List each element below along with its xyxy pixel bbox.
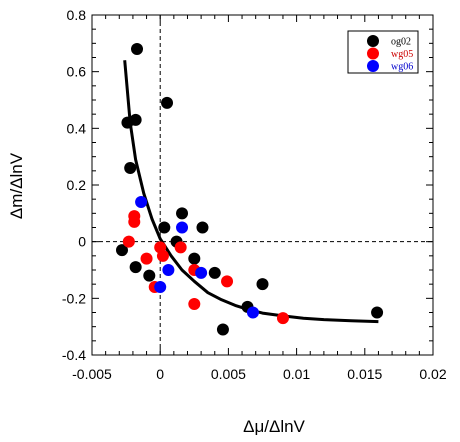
data-point-og02 (256, 278, 269, 291)
data-point-wg05 (221, 275, 234, 288)
fit-curve (123, 60, 379, 324)
data-point-wg05 (128, 215, 141, 228)
x-tick-label: -0.005 (72, 366, 112, 382)
data-point-og02 (176, 207, 189, 220)
data-point-wg05 (188, 298, 201, 310)
data-point-wg05 (276, 312, 289, 325)
data-point-og02 (124, 162, 137, 174)
x-tick-label: 0.005 (211, 366, 246, 382)
data-point-og02 (208, 266, 221, 279)
x-tick-label: 0.02 (419, 366, 446, 382)
y-axis-title: Δm/ΔlnV (7, 152, 26, 219)
series-og02 (116, 43, 384, 336)
y-tick-label: 0.6 (67, 64, 87, 80)
data-point-og02 (116, 244, 129, 257)
data-point-og02 (143, 269, 156, 282)
y-tick-label: 0.4 (67, 120, 87, 136)
legend-box (347, 30, 419, 74)
data-point-wg06 (246, 306, 259, 319)
data-point-wg06 (195, 266, 208, 279)
data-point-wg05 (122, 235, 135, 248)
data-point-og02 (161, 96, 174, 109)
x-tick-label: 0.015 (347, 366, 382, 382)
data-point-og02 (129, 113, 142, 126)
data-points (116, 43, 384, 336)
x-tick-label: 0.01 (283, 366, 310, 382)
axis-ticks: -0.005 0 0.005 0.01 0.015 0.02 -0.4 -0.2 0 0.2 0.4… (62, 7, 447, 382)
data-point-wg05 (156, 249, 169, 262)
data-point-wg06 (162, 264, 175, 276)
data-point-wg06 (135, 196, 148, 208)
y-tick-label: -0.2 (62, 290, 86, 306)
data-point-wg06 (154, 281, 167, 293)
fit-curve-layer (123, 60, 379, 324)
series-wg05 (122, 210, 289, 325)
data-point-og02 (371, 306, 384, 319)
data-point-wg05 (140, 252, 153, 265)
data-point-wg06 (176, 221, 189, 234)
data-point-og02 (131, 43, 144, 55)
data-point-og02 (158, 221, 171, 234)
legend-marker-og02 (367, 35, 379, 47)
y-tick-label: 0.2 (67, 177, 87, 193)
data-point-og02 (216, 323, 229, 336)
y-tick-label: -0.4 (62, 347, 86, 363)
legend-marker-wg05 (367, 47, 379, 60)
data-point-wg05 (174, 241, 187, 254)
data-point-og02 (129, 261, 142, 274)
legend-marker-wg06 (367, 60, 379, 72)
y-tick-label: 0.8 (67, 7, 87, 23)
series-wg06 (135, 196, 259, 319)
legend-label-og02: og02 (391, 37, 411, 48)
data-point-og02 (188, 252, 201, 265)
x-axis-title: Δμ/ΔlnV (243, 417, 305, 436)
x-tick-label: 0 (156, 366, 164, 382)
data-point-og02 (196, 221, 209, 234)
legend-label-wg06: wg06 (391, 62, 413, 73)
y-tick-label: 0 (78, 234, 86, 250)
legend-label-wg05: wg05 (391, 49, 413, 60)
